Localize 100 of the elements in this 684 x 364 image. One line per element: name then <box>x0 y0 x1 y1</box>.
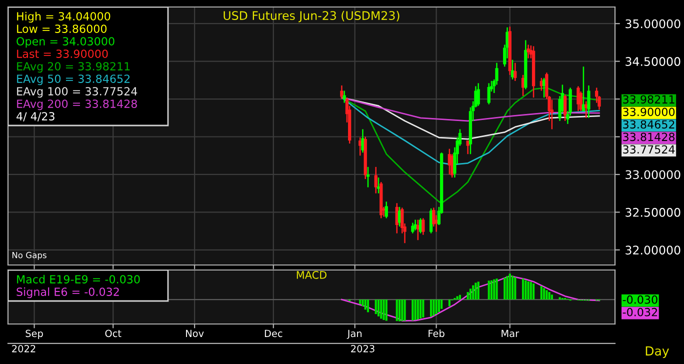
bar <box>508 274 511 300</box>
y-tick-label: 32.50000 <box>626 208 680 217</box>
bar <box>488 280 490 300</box>
bar <box>404 300 406 321</box>
annotation: High = 34.04000 <box>17 12 110 23</box>
annotation: Signal E6 = -0.032 <box>16 287 119 298</box>
annotation: EAvg 20 = 33.98211 <box>17 62 130 73</box>
candlestick <box>384 201 388 219</box>
bar <box>496 278 498 300</box>
x-tick-label: Jan <box>346 330 362 339</box>
bar <box>506 276 508 300</box>
bar <box>477 282 480 300</box>
bar <box>422 300 424 318</box>
annotation: Open = 34.03000 <box>16 37 114 48</box>
bar <box>458 294 462 300</box>
bar <box>398 300 401 322</box>
bar <box>527 281 530 300</box>
bar <box>522 278 524 300</box>
candlestick <box>340 84 344 100</box>
bar <box>396 300 398 322</box>
candlestick <box>361 128 364 154</box>
x2-tick-label: 2023 <box>351 345 374 352</box>
y-tick-label: 35.00000 <box>626 19 680 28</box>
bar <box>412 300 414 321</box>
text: 33.98211 <box>623 95 674 104</box>
annotation: Low = 33.86000 <box>17 24 107 33</box>
annotation: 4/ 4/23 <box>16 112 54 122</box>
bar <box>432 300 435 316</box>
bar <box>511 276 514 300</box>
bar <box>416 300 419 320</box>
candlestick <box>526 44 530 59</box>
text: 33.81428 <box>623 132 675 142</box>
x-tick-label: Nov <box>186 330 204 338</box>
text: 33.90000 <box>623 108 675 116</box>
bar <box>514 277 516 300</box>
text: Day <box>646 346 669 358</box>
bar <box>414 300 416 320</box>
bar <box>456 296 458 300</box>
bar <box>359 300 362 304</box>
bar <box>524 280 527 300</box>
candlestick <box>414 219 417 231</box>
text: -0.032 <box>622 308 657 316</box>
bar <box>435 300 438 314</box>
y-tick-label: 33.00000 <box>626 170 680 180</box>
candlestick <box>550 99 554 130</box>
bar <box>550 294 553 300</box>
bar <box>374 300 377 314</box>
x2-tick-label: 2022 <box>12 345 36 352</box>
chart-title: MACD <box>296 270 326 279</box>
bar <box>420 300 422 318</box>
y-tick-label: 32.00000 <box>626 246 680 255</box>
bar <box>474 282 477 300</box>
bar <box>530 282 532 300</box>
bar <box>466 292 469 300</box>
y-tick-label: 34.50000 <box>626 57 680 66</box>
bar <box>546 290 548 300</box>
bar <box>532 283 535 300</box>
annotation: No Gaps <box>12 252 46 260</box>
bar <box>440 300 443 309</box>
x-tick-label: Feb <box>428 330 444 338</box>
annotation: EAvg 200 = 33.81428 <box>17 100 137 110</box>
bar <box>472 285 474 300</box>
bar <box>362 300 364 306</box>
candlestick <box>422 218 425 236</box>
candlestick <box>563 94 567 122</box>
x-tick-label: Oct <box>105 330 122 338</box>
annotation: Last = 33.90000 <box>17 50 108 58</box>
annotation: EAvg 100 = 33.77524 <box>17 87 138 98</box>
bar <box>438 300 440 312</box>
candlestick <box>476 82 480 106</box>
bar <box>430 300 432 317</box>
bar <box>543 288 546 300</box>
candlestick <box>374 166 378 194</box>
x-tick-label: Dec <box>264 330 282 338</box>
bar <box>558 297 561 300</box>
chart-title: USD Futures Jun-23 (USDM23) <box>224 10 400 22</box>
bar <box>364 300 366 310</box>
bar <box>493 279 496 300</box>
text: -0.030 <box>622 295 658 304</box>
x-tick-label: Mar <box>502 330 520 338</box>
bar <box>380 300 382 319</box>
x-tick-label: Sep <box>26 330 43 339</box>
bar <box>366 300 370 312</box>
bar <box>382 300 385 320</box>
text: 33.77524 <box>623 145 675 154</box>
bar <box>385 300 388 321</box>
candlestick <box>576 86 580 112</box>
bar <box>540 286 542 300</box>
bar <box>377 300 380 316</box>
annotation: EAvg 50 = 33.84652 <box>17 74 130 86</box>
candlestick <box>587 84 590 119</box>
bar <box>448 300 451 306</box>
bar <box>401 300 404 322</box>
candlestick <box>487 82 490 105</box>
bar <box>469 288 472 300</box>
bar <box>504 278 506 300</box>
annotation: Macd E19-E9 = -0.030 <box>17 274 140 284</box>
candlestick <box>514 62 517 82</box>
bar <box>490 280 493 300</box>
bar <box>548 292 550 300</box>
